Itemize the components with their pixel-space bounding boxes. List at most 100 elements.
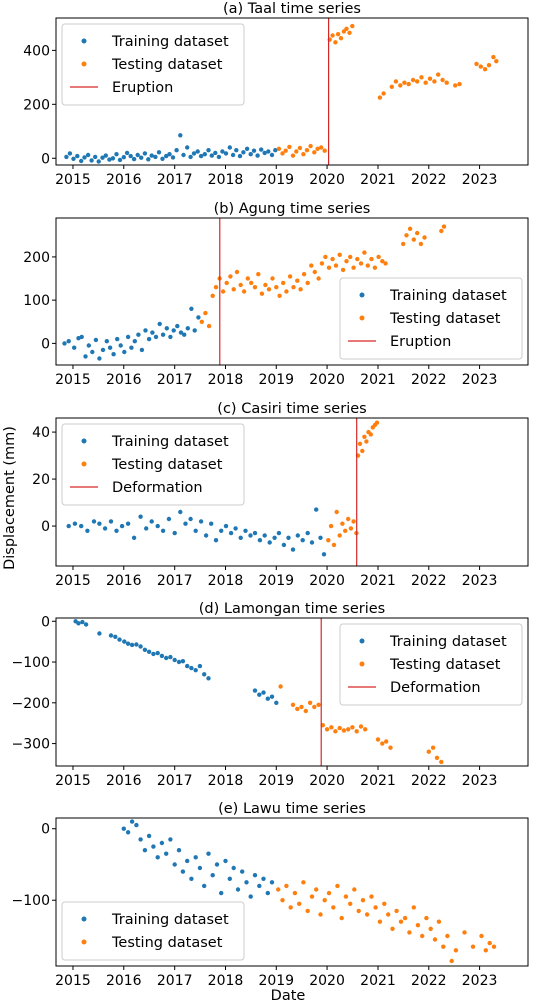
data-point [244, 880, 249, 885]
data-point [85, 528, 90, 533]
data-point [176, 848, 182, 853]
data-point [369, 894, 374, 899]
data-point [203, 310, 208, 316]
data-point [259, 291, 265, 296]
data-point [335, 883, 340, 889]
data-point [72, 521, 78, 526]
data-point [292, 890, 298, 896]
data-point [432, 937, 438, 942]
data-point [384, 739, 389, 744]
data-point [234, 148, 239, 153]
data-point [372, 265, 378, 270]
data-point [117, 637, 122, 642]
data-point [382, 901, 387, 906]
data-point [93, 154, 98, 160]
x-tick-label: 2021 [360, 573, 396, 589]
y-tick-label: −100 [12, 893, 50, 909]
x-tick-label: 2019 [258, 773, 294, 789]
x-tick-label: 2018 [208, 973, 244, 989]
data-point [315, 146, 320, 151]
data-point [303, 708, 308, 714]
data-point [122, 349, 127, 355]
data-point [312, 269, 317, 275]
data-point [339, 915, 344, 921]
data-point [309, 263, 314, 268]
data-point [172, 530, 177, 536]
data-point [213, 538, 219, 543]
data-point [375, 737, 381, 742]
testing-series [326, 420, 380, 548]
data-point [138, 644, 143, 649]
axes-frame [55, 17, 529, 166]
data-point [257, 692, 262, 697]
data-point [216, 154, 222, 160]
data-point [231, 865, 236, 871]
x-tick-label: 2016 [106, 973, 142, 989]
legend: Training dataset Testing dataset Deformati… [339, 623, 523, 706]
data-point [203, 533, 209, 538]
data-point [248, 533, 253, 538]
legend-training-marker [81, 38, 87, 44]
data-point [100, 347, 106, 353]
data-point [334, 509, 339, 515]
data-point [301, 880, 306, 885]
legend-label: Eruption [390, 334, 451, 350]
data-point [206, 676, 211, 681]
data-point [343, 894, 349, 899]
x-tick-label: 2017 [157, 372, 193, 388]
data-point [209, 521, 214, 526]
data-point [457, 81, 462, 87]
data-point [348, 901, 353, 906]
data-point [270, 276, 275, 281]
testing-series [276, 880, 497, 964]
data-point [294, 149, 299, 154]
data-point [362, 250, 367, 255]
panel-title: (a) Taal time series [223, 1, 361, 17]
x-tick-label: 2015 [55, 573, 91, 589]
data-point [290, 547, 296, 552]
data-point [333, 40, 338, 45]
data-point [136, 332, 141, 337]
panel-title: (b) Agung time series [214, 201, 371, 217]
x-tick-label: 2021 [360, 973, 396, 989]
data-point [142, 151, 148, 156]
legend-label: Deformation [112, 480, 203, 496]
data-point [486, 62, 492, 68]
x-tick-label: 2019 [258, 973, 294, 989]
data-point [198, 519, 204, 524]
data-point [274, 285, 279, 290]
data-point [301, 272, 307, 277]
data-point [159, 840, 165, 846]
data-point [364, 912, 370, 917]
data-point [143, 328, 148, 333]
data-point [103, 153, 109, 158]
data-point [357, 441, 363, 446]
data-point [362, 434, 367, 439]
data-point [97, 356, 102, 361]
data-point [157, 321, 162, 327]
data-point [347, 30, 352, 35]
data-point [131, 156, 137, 162]
data-point [393, 79, 399, 84]
data-point [389, 84, 394, 90]
data-point [75, 153, 80, 159]
data-point [350, 23, 355, 29]
data-point [178, 133, 183, 138]
data-point [265, 696, 270, 701]
data-point [318, 912, 323, 917]
data-point [155, 523, 160, 529]
data-point [193, 528, 198, 533]
data-point [228, 530, 234, 536]
data-point [307, 700, 313, 705]
data-point [114, 528, 119, 533]
panel-title: (e) Lawu time series [218, 801, 366, 817]
data-point [149, 153, 154, 158]
data-point [423, 80, 428, 85]
x-tick-label: 2020 [309, 773, 345, 789]
legend-testing-marker [81, 461, 87, 467]
data-point [164, 851, 169, 856]
data-point [428, 926, 433, 931]
training-series [73, 619, 279, 705]
data-point [97, 631, 102, 636]
